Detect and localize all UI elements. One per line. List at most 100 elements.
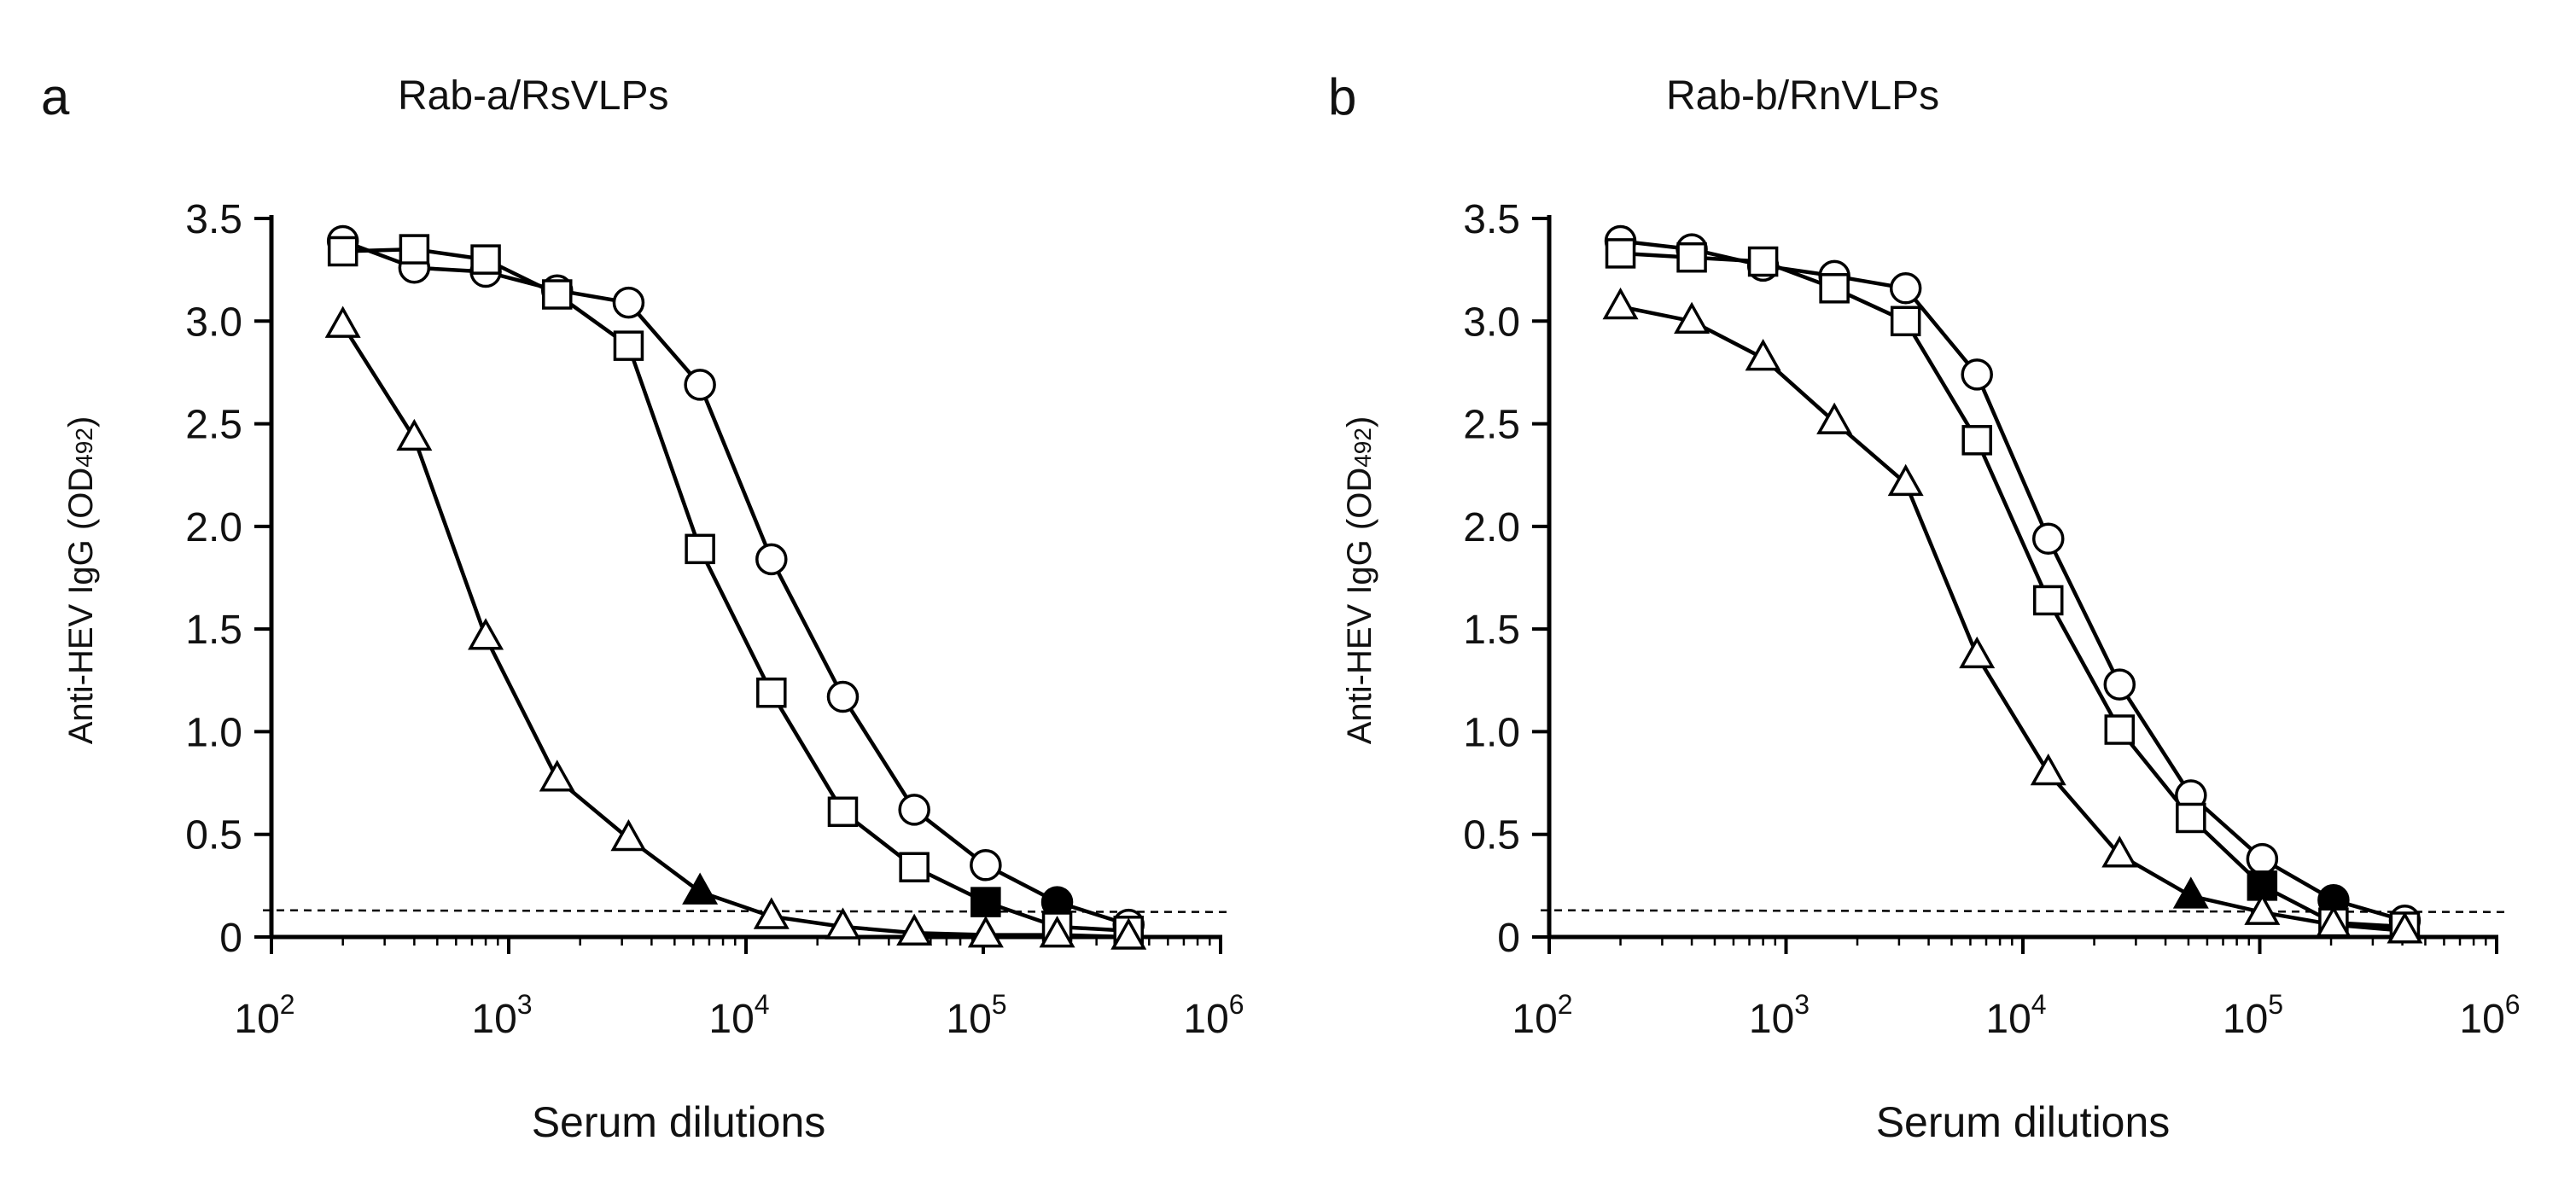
point-square-b-7 xyxy=(2104,714,2136,745)
point-triangle-b-9 xyxy=(2244,893,2281,925)
point-triangle-a-9 xyxy=(967,916,1004,948)
x-tick-label-b-1: 103 xyxy=(1749,989,1810,1042)
y-axis-label-main-b: Anti-HEV IgG (OD xyxy=(1341,468,1378,745)
y-axis-label-sub-a: 492 xyxy=(71,428,97,468)
y-axis-label-a: Anti-HEV IgG (OD492) xyxy=(62,416,100,745)
point-square-b-8 xyxy=(2176,802,2206,834)
cutoff-line-a xyxy=(262,909,1230,913)
series-line-triangle-b xyxy=(1620,305,2405,934)
x-tick-label-a-0: 102 xyxy=(234,989,294,1042)
cutoff-line-b xyxy=(1540,909,2506,913)
y-axis-label-b: Anti-HEV IgG (OD492) xyxy=(1341,416,1378,745)
panel-label-b: b xyxy=(1328,68,1356,125)
y-tick-label-a-2: 1.0 xyxy=(185,710,242,755)
series-line-circle-a xyxy=(341,239,1129,927)
panel-label-a: a xyxy=(41,68,70,125)
point-square-a-9 xyxy=(970,887,1001,917)
y-tick-label-a-5: 2.5 xyxy=(185,403,242,448)
chart-title-b: Rab-b/RnVLPs xyxy=(1666,73,1939,119)
x-tick-label-b-2: 104 xyxy=(1985,989,2046,1042)
y-tick-label-b-2: 1.0 xyxy=(1463,710,1520,755)
y-axis-label-close-b: ) xyxy=(1341,416,1378,428)
point-circle-b-7 xyxy=(2103,668,2136,701)
point-square-b-5 xyxy=(1961,425,1992,456)
y-tick-label-b-6: 3.0 xyxy=(1463,300,1520,345)
y-tick-label-a-6: 3.0 xyxy=(185,300,242,345)
x-tick-label-a-2: 104 xyxy=(708,989,769,1042)
point-triangle-a-5 xyxy=(682,872,719,905)
point-square-a-7 xyxy=(827,796,859,828)
point-square-b-3 xyxy=(1819,273,1850,304)
series-line-square-a xyxy=(342,247,1129,934)
point-triangle-b-10 xyxy=(2315,905,2352,938)
point-square-b-4 xyxy=(1890,306,1921,337)
y-axis-label-close-a: ) xyxy=(62,416,100,428)
point-triangle-b-6 xyxy=(2030,753,2066,786)
series-layer-a xyxy=(324,224,1147,950)
axes-b: 0 0.5 1.0 1.5 2.0 2.5 3.0 3.5 102 103 104 105 106 xyxy=(1463,197,2520,1042)
series-line-square-b xyxy=(1620,251,2405,929)
y-tick-label-a-0: 0 xyxy=(219,916,242,961)
point-triangle-b-2 xyxy=(1745,339,1781,371)
point-triangle-a-3 xyxy=(539,759,575,792)
point-triangle-b-8 xyxy=(2172,876,2209,909)
y-axis-label-sub-b: 492 xyxy=(1349,428,1376,468)
panel-b: b Rab-b/RnVLPs Serum dilutions Anti-HEV … xyxy=(1328,68,2521,1146)
x-tick-label-a-3: 105 xyxy=(946,989,1006,1042)
y-tick-label-b-1: 0.5 xyxy=(1463,813,1520,858)
point-circle-a-5 xyxy=(684,369,716,401)
x-tick-label-b-3: 105 xyxy=(2223,989,2283,1042)
x-axis-label-b: Serum dilutions xyxy=(1876,1098,2171,1146)
point-square-b-1 xyxy=(1676,242,1707,273)
point-circle-a-7 xyxy=(826,680,860,713)
point-circle-b-6 xyxy=(2032,522,2065,556)
point-triangle-b-11 xyxy=(2387,911,2423,944)
point-triangle-b-1 xyxy=(1674,301,1711,335)
point-square-a-0 xyxy=(327,236,358,267)
point-circle-a-9 xyxy=(970,849,1002,882)
point-triangle-a-7 xyxy=(825,907,861,940)
y-tick-label-a-4: 2.0 xyxy=(185,505,242,550)
point-triangle-a-10 xyxy=(1039,916,1075,948)
point-triangle-a-4 xyxy=(610,818,647,852)
point-circle-a-6 xyxy=(755,543,788,576)
point-square-b-2 xyxy=(1747,246,1779,277)
x-tick-label-b-0: 102 xyxy=(1512,989,1572,1042)
y-tick-label-b-3: 1.5 xyxy=(1463,608,1520,653)
axes-a: 0 0.5 1.0 1.5 2.0 2.5 3.0 3.5 102 103 104 105 106 xyxy=(185,197,1244,1042)
series-layer-b xyxy=(1602,224,2423,944)
point-square-b-0 xyxy=(1605,238,1636,269)
x-axis-label-a: Serum dilutions xyxy=(532,1098,826,1146)
point-circle-a-4 xyxy=(612,286,645,319)
chart-title-a: Rab-a/RsVLPs xyxy=(398,73,668,119)
point-circle-a-8 xyxy=(898,794,930,826)
point-square-a-1 xyxy=(399,234,430,265)
point-triangle-b-0 xyxy=(1602,287,1639,320)
series-line-triangle-a xyxy=(341,323,1129,940)
y-tick-label-b-4: 2.0 xyxy=(1463,505,1520,550)
point-circle-b-5 xyxy=(1961,358,1993,391)
point-triangle-b-3 xyxy=(1816,402,1853,434)
point-triangle-a-2 xyxy=(468,618,504,650)
y-tick-label-b-5: 2.5 xyxy=(1463,403,1520,448)
point-triangle-a-1 xyxy=(396,418,433,451)
y-tick-label-a-7: 3.5 xyxy=(185,197,242,242)
x-tick-label-a-1: 103 xyxy=(471,989,532,1042)
y-axis-label-main-a: Anti-HEV IgG (OD xyxy=(62,468,100,745)
point-triangle-b-5 xyxy=(1959,636,1996,669)
point-triangle-a-6 xyxy=(753,897,790,929)
point-triangle-a-8 xyxy=(896,913,933,946)
y-tick-label-b-7: 3.5 xyxy=(1463,197,1520,242)
point-triangle-a-11 xyxy=(1110,917,1147,950)
point-square-b-6 xyxy=(2033,585,2064,616)
point-triangle-b-7 xyxy=(2101,835,2138,868)
x-tick-label-a-4: 106 xyxy=(1183,989,1244,1042)
point-square-a-2 xyxy=(470,244,501,275)
y-tick-label-a-1: 0.5 xyxy=(185,813,242,858)
point-circle-b-9 xyxy=(2246,842,2279,876)
point-square-a-4 xyxy=(613,330,644,361)
point-square-a-5 xyxy=(685,533,715,565)
y-tick-label-b-0: 0 xyxy=(1497,916,1520,961)
point-square-a-8 xyxy=(899,852,930,882)
